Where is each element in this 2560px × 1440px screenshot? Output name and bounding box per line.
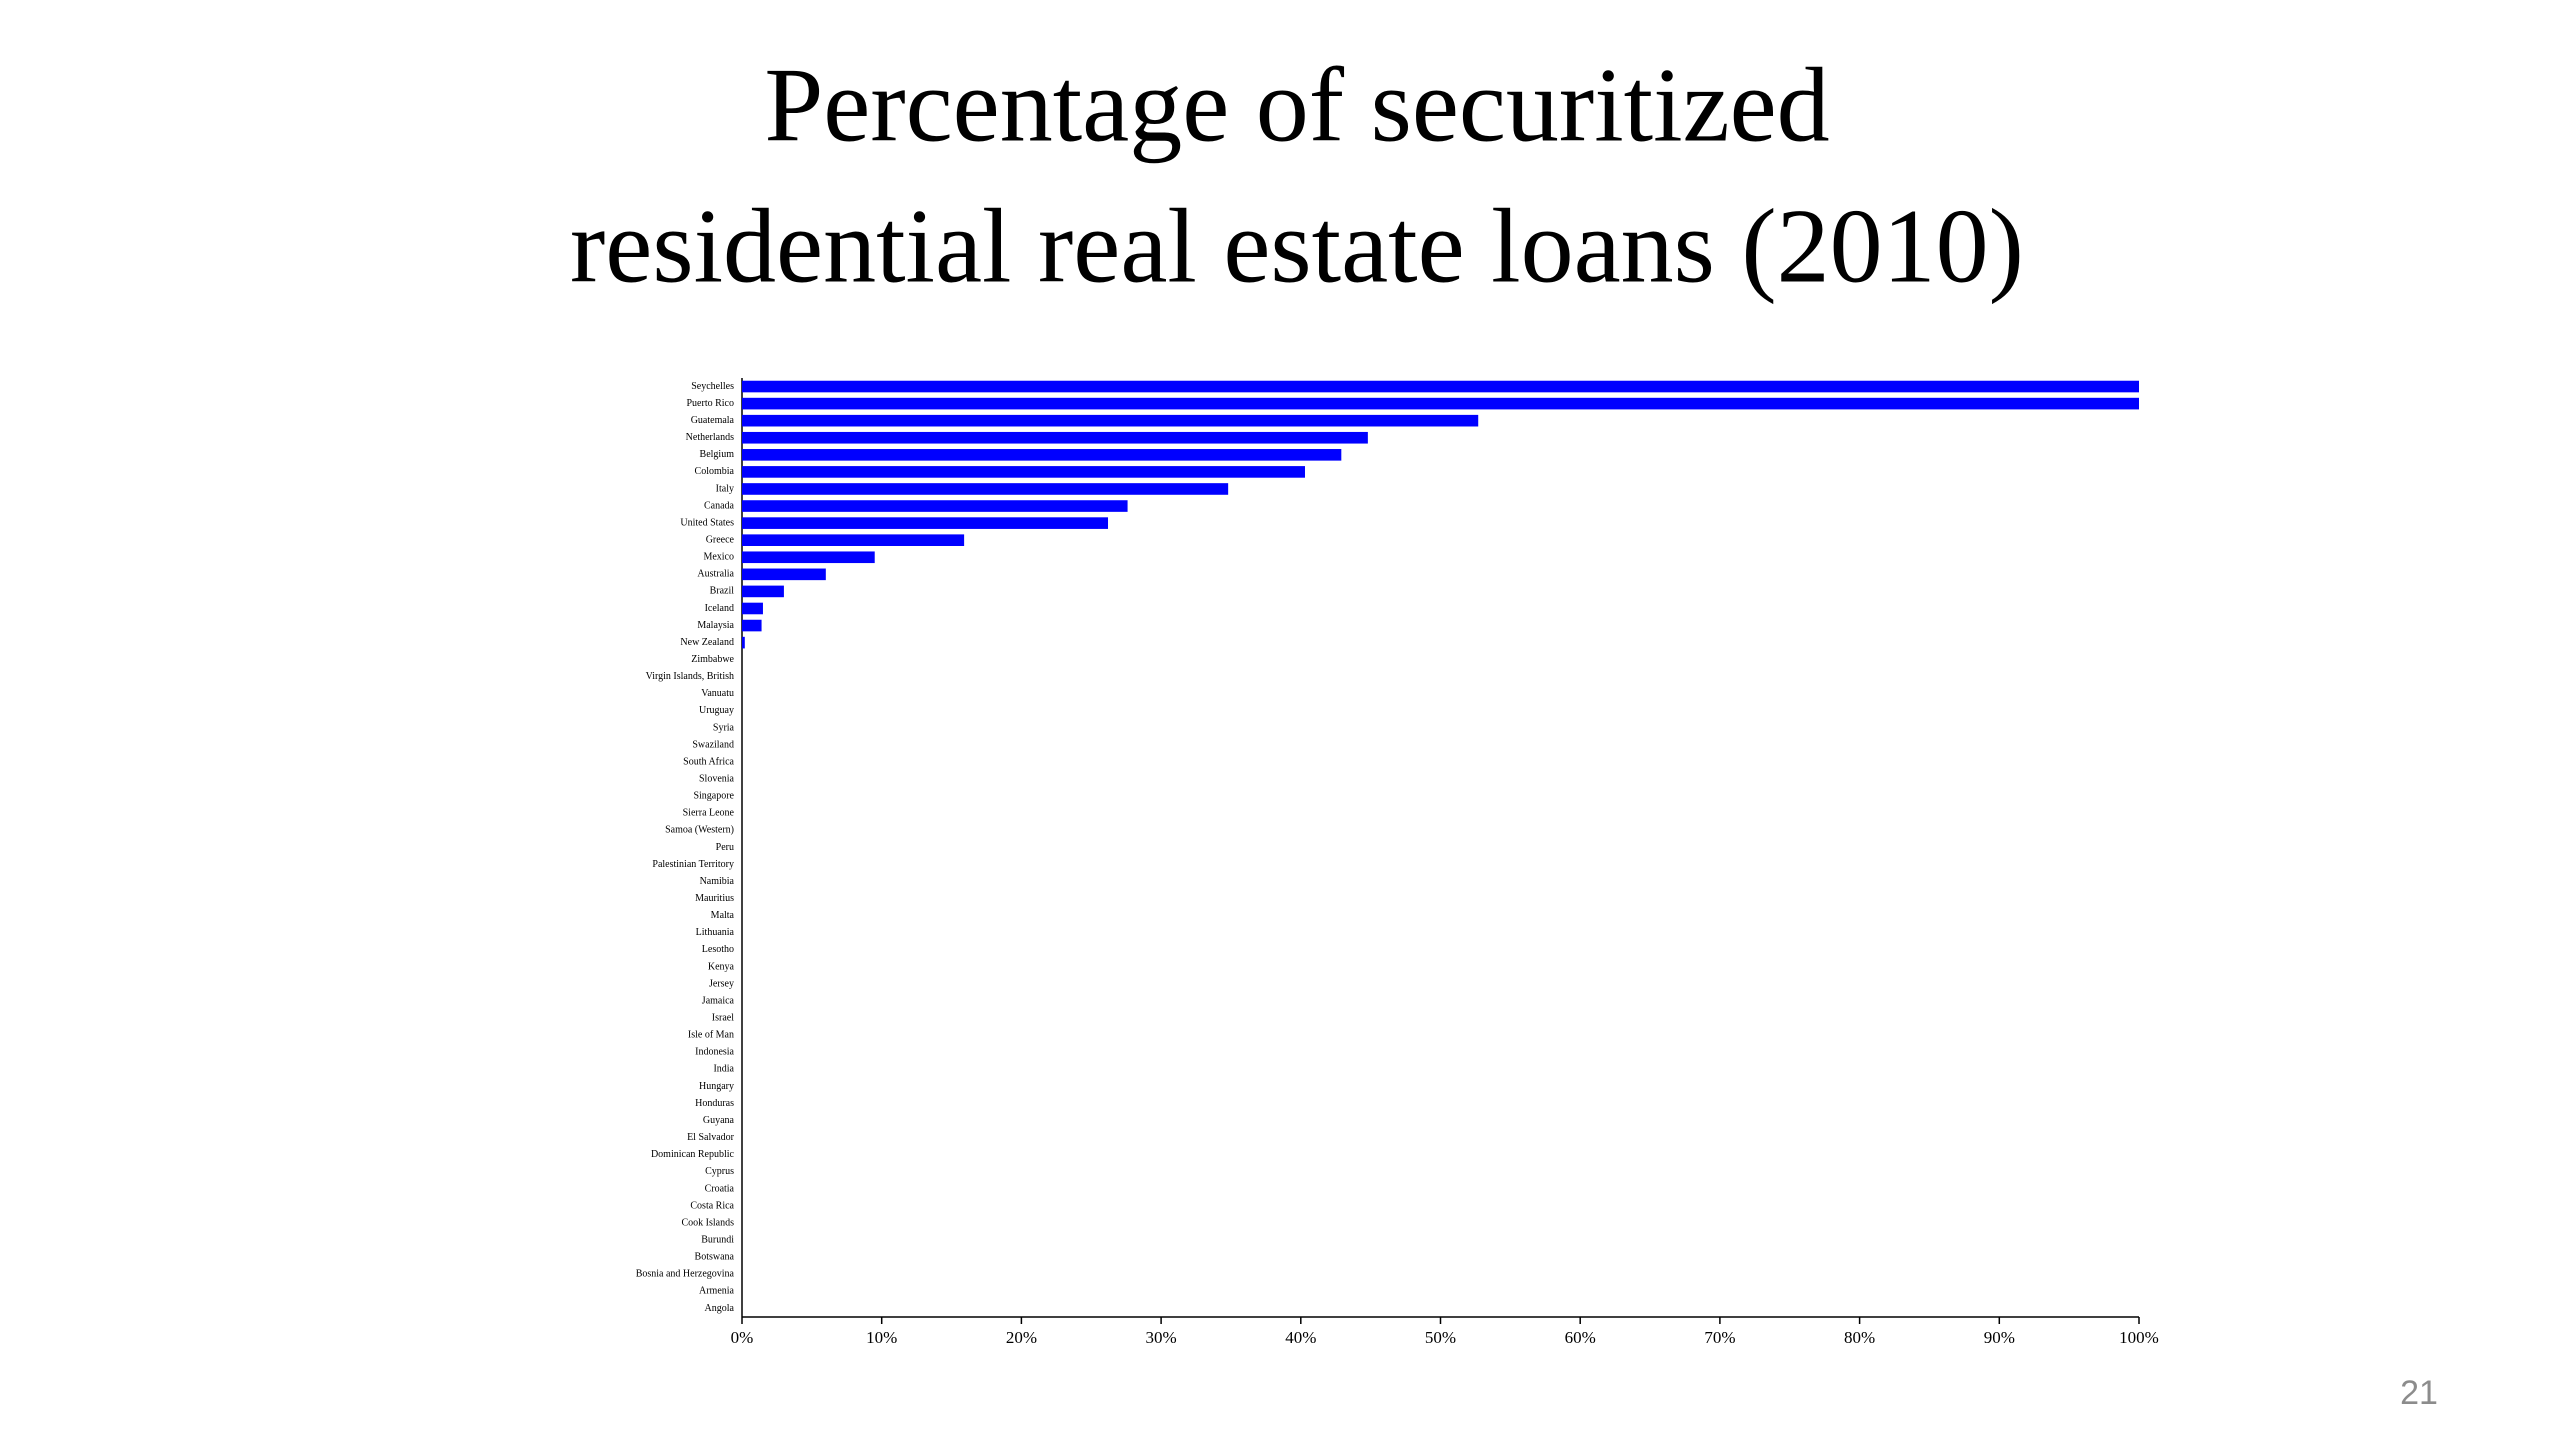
page-number: 21	[2400, 1374, 2438, 1412]
y-tick-label: Hungary	[699, 1081, 734, 1092]
y-tick-label: Greece	[706, 534, 735, 545]
x-tick-label: 40%	[1285, 1328, 1316, 1347]
y-tick-label: South Africa	[683, 756, 734, 767]
y-tick-label: Cook Islands	[682, 1217, 735, 1228]
y-tick-label: Armenia	[699, 1286, 735, 1297]
y-tick-label: Angola	[705, 1303, 735, 1314]
bar	[742, 636, 745, 649]
y-tick-label: Canada	[704, 500, 735, 511]
y-tick-label: Costa Rica	[690, 1200, 734, 1211]
y-tick-label: Netherlands	[686, 432, 734, 443]
y-tick-label: Virgin Islands, British	[646, 671, 734, 682]
y-tick-label: Kenya	[708, 961, 735, 972]
y-tick-label: United States	[680, 517, 734, 528]
y-tick-label: Dominican Republic	[651, 1149, 735, 1160]
x-tick-label: 70%	[1704, 1328, 1735, 1347]
y-tick-label: Brazil	[710, 586, 735, 597]
y-tick-label: Colombia	[695, 466, 735, 477]
y-tick-label: Lithuania	[696, 927, 735, 938]
bar	[742, 534, 965, 546]
y-tick-label: Palestinian Territory	[652, 859, 734, 870]
x-tick-label: 90%	[1984, 1328, 2015, 1347]
y-tick-label: Swaziland	[692, 739, 734, 750]
y-tick-label: Lesotho	[702, 944, 734, 955]
y-tick-label: Italy	[716, 483, 734, 494]
y-tick-label: Uruguay	[699, 705, 734, 716]
bar	[742, 397, 2139, 410]
x-tick-label: 60%	[1565, 1328, 1596, 1347]
x-tick-label: 30%	[1146, 1328, 1177, 1347]
y-tick-label: Cyprus	[705, 1166, 734, 1177]
y-tick-label: Malaysia	[697, 620, 734, 631]
y-tick-label: Burundi	[701, 1234, 734, 1245]
bar	[742, 414, 1479, 427]
y-tick-label: Bosnia and Herzegovina	[636, 1269, 735, 1280]
bar	[742, 483, 1229, 495]
y-tick-label: Vanuatu	[701, 688, 734, 699]
y-tick-label: Isle of Man	[688, 1030, 734, 1041]
bar	[742, 585, 784, 598]
y-tick-label: Australia	[697, 569, 734, 580]
chart-title: Percentage of securitized	[764, 46, 1829, 163]
y-tick-label: Iceland	[705, 603, 734, 614]
bar	[742, 380, 2139, 393]
y-tick-label: Mauritius	[695, 893, 734, 904]
y-tick-label: Jamaica	[702, 995, 735, 1006]
y-tick-label: Israel	[712, 1013, 734, 1024]
y-tick-label: Syria	[713, 722, 735, 733]
y-tick-label: El Salvador	[687, 1132, 735, 1143]
y-tick-label: Mexico	[703, 552, 734, 563]
x-tick-label: 0%	[731, 1328, 754, 1347]
bar	[742, 431, 1368, 444]
y-tick-label: Seychelles	[691, 381, 734, 392]
bar	[742, 517, 1109, 529]
y-tick-label: Samoa (Western)	[665, 825, 734, 836]
y-tick-label: Puerto Rico	[687, 398, 735, 409]
y-tick-label: Malta	[711, 910, 735, 921]
y-tick-label: Slovenia	[699, 774, 735, 785]
y-tick-label: Honduras	[695, 1098, 734, 1109]
y-tick-label: Belgium	[700, 449, 735, 460]
y-tick-label: Botswana	[695, 1252, 735, 1263]
bar	[742, 568, 826, 581]
bar	[742, 551, 875, 564]
bar	[742, 619, 762, 632]
y-tick-label: Jersey	[709, 978, 734, 989]
y-tick-label: Singapore	[693, 791, 734, 802]
y-tick-label: Guyana	[703, 1115, 735, 1126]
x-tick-label: 80%	[1844, 1328, 1875, 1347]
bar	[742, 602, 763, 615]
y-tick-label: Peru	[716, 842, 734, 853]
y-tick-label: New Zealand	[680, 637, 734, 648]
x-tick-label: 50%	[1425, 1328, 1456, 1347]
y-tick-label: Zimbabwe	[691, 654, 734, 665]
y-tick-label: Guatemala	[691, 415, 735, 426]
bar	[742, 500, 1128, 512]
x-tick-label: 100%	[2119, 1328, 2159, 1347]
y-tick-label: Croatia	[705, 1183, 735, 1194]
y-tick-label: Namibia	[700, 876, 735, 887]
bar	[742, 449, 1342, 461]
x-tick-label: 10%	[866, 1328, 897, 1347]
x-tick-label: 20%	[1006, 1328, 1037, 1347]
y-tick-label: Sierra Leone	[683, 808, 735, 819]
bar	[742, 466, 1305, 478]
y-tick-label: India	[713, 1064, 734, 1075]
y-tick-label: Indonesia	[695, 1047, 734, 1058]
chart-title: residential real estate loans (2010)	[570, 187, 2024, 304]
